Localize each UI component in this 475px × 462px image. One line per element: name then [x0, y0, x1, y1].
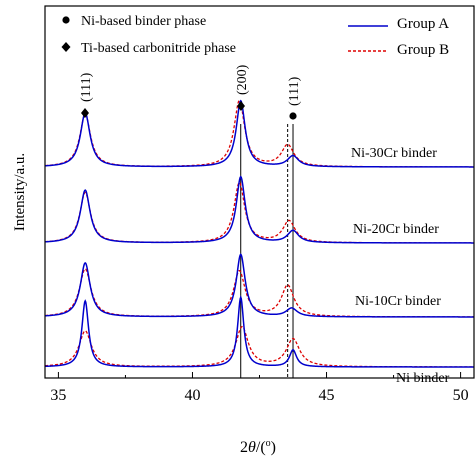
series-legend: Group A Group B	[348, 16, 449, 58]
curve-group-b-sample-4	[44, 326, 474, 368]
x-label-degree: o	[266, 438, 271, 449]
series-layer	[44, 99, 474, 368]
legend-diamond-icon	[61, 42, 71, 52]
x-tick-label: 40	[184, 387, 200, 404]
x-label-unit: /(	[256, 439, 266, 456]
sample-labels: Ni-30Cr binder Ni-20Cr binder Ni-10Cr bi…	[351, 146, 450, 386]
legend-ti-phase-label: Ti-based carbonitride phase	[81, 41, 236, 56]
x-tick-label: 50	[453, 387, 469, 404]
peak-3-circle-icon	[289, 112, 297, 120]
curve-group-a-sample-2	[44, 175, 474, 244]
x-axis-label: 2θ/(o)	[240, 438, 276, 456]
x-label-theta: θ	[248, 439, 256, 456]
legend-group-a-label: Group A	[397, 16, 449, 32]
reference-lines	[240, 124, 294, 378]
curve-group-b-sample-3	[44, 268, 474, 318]
x-label-close: )	[271, 439, 276, 456]
curve-group-a-sample-1	[44, 99, 474, 168]
sample-label-ni: Ni binder	[396, 371, 450, 386]
peak-3-label: (111)	[287, 76, 302, 106]
sample-label-ni-10cr: Ni-10Cr binder	[355, 294, 441, 309]
x-ticks: 35 40 45 50	[50, 372, 469, 404]
curve-group-b-sample-1	[44, 99, 474, 168]
x-tick-label: 45	[319, 387, 335, 404]
peak-annotations: (111) (200) (111)	[79, 64, 302, 120]
phase-legend: Ni-based binder phase Ti-based carbonitr…	[61, 14, 236, 56]
legend-ni-phase-label: Ni-based binder phase	[81, 14, 206, 29]
curve-group-a-sample-3	[44, 253, 474, 318]
x-tick-label: 35	[50, 387, 66, 404]
x-label-prefix: 2	[240, 439, 248, 456]
sample-label-ni-30cr: Ni-30Cr binder	[351, 146, 437, 161]
plot-frame	[44, 5, 475, 379]
legend-circle-icon	[62, 16, 70, 24]
peak-2-label: (200)	[235, 64, 250, 95]
peak-1-label: (111)	[79, 72, 94, 102]
peak-1-diamond-icon	[81, 108, 89, 118]
curve-group-a-sample-4	[44, 295, 474, 368]
legend-group-b-label: Group B	[397, 42, 449, 58]
peak-2-diamond-icon	[237, 101, 245, 111]
sample-label-ni-20cr: Ni-20Cr binder	[353, 222, 439, 237]
y-axis-label: Intensity/a.u.	[12, 153, 28, 231]
